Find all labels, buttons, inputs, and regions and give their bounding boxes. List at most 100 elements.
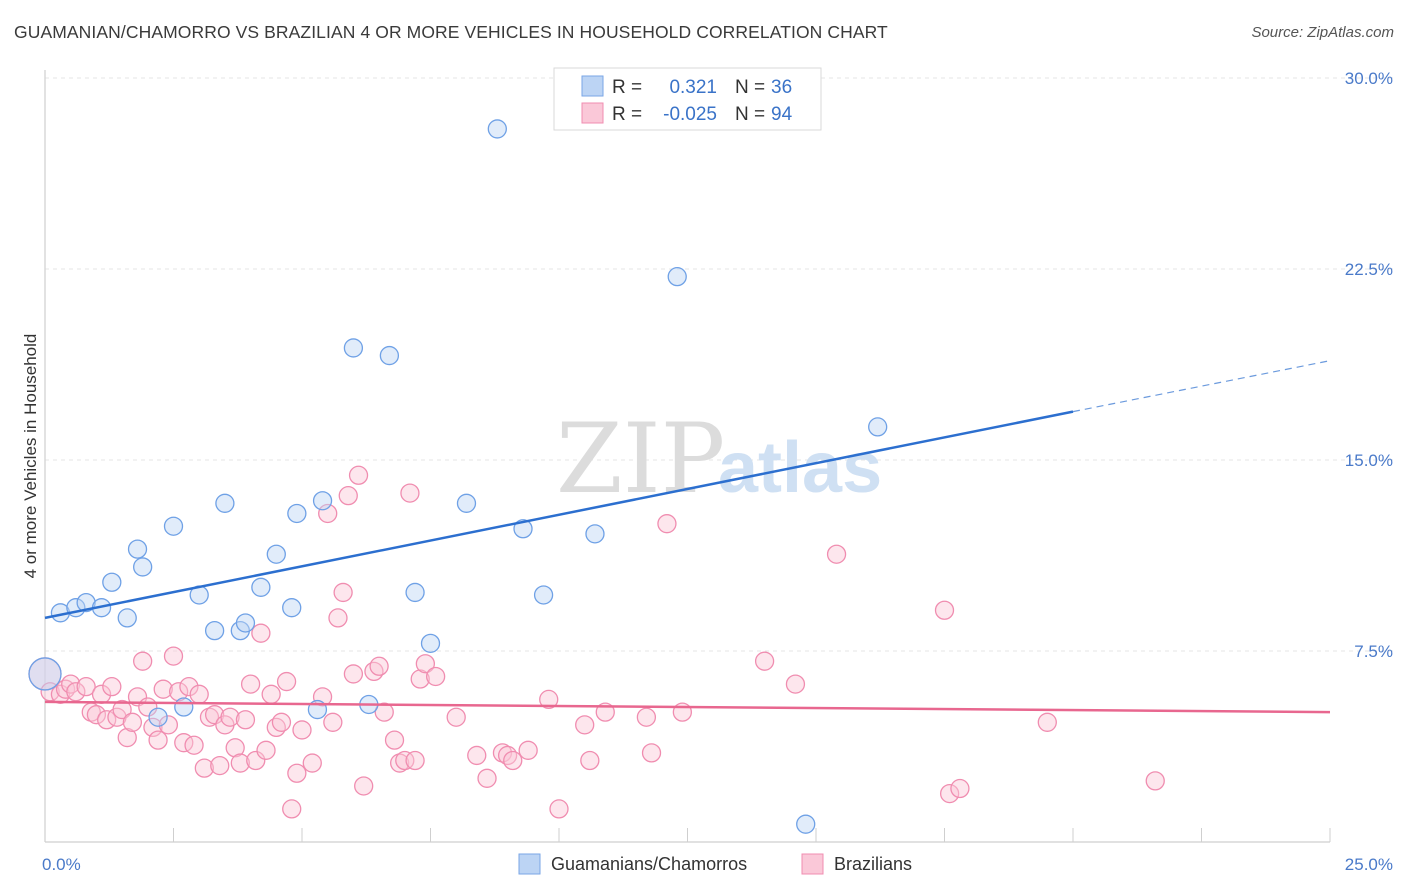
brazilians-point-26 — [179, 677, 199, 697]
brazilians-point-27 — [184, 735, 204, 755]
guamanians-point-32 — [585, 524, 605, 544]
brazilians-point-93 — [1145, 771, 1165, 791]
guamanians-point-5 — [102, 572, 122, 592]
legend-swatch-guam — [581, 75, 604, 97]
y-tick-label-0: 7.5% — [1354, 642, 1393, 661]
brazilians-point-82 — [636, 707, 657, 727]
brazilians-point-58 — [354, 776, 374, 796]
brazilians-point-62 — [384, 730, 405, 750]
brazilians-point-15 — [122, 712, 143, 732]
brazilians-point-63 — [390, 753, 410, 773]
trend-line-brazilians — [44, 700, 1331, 714]
brazilians-point-36 — [230, 753, 250, 773]
brazilians-point-40 — [251, 623, 271, 643]
brazilians-point-65 — [400, 483, 420, 503]
bottom-legend-label-guam: Guamanians/Chamorros — [551, 854, 747, 874]
guamanians-point-26 — [405, 582, 425, 603]
brazilians-point-32 — [210, 755, 230, 776]
brazilians-point-69 — [425, 666, 446, 687]
legend-r-label-guam: R = — [612, 77, 642, 98]
brazilians-point-67 — [410, 669, 430, 689]
guamanians-point-30 — [513, 519, 533, 539]
legend-r-value-guam: 0.321 — [669, 77, 717, 98]
brazilians-point-20 — [148, 730, 168, 750]
brazilians-point-22 — [158, 715, 179, 735]
brazilians-point-53 — [328, 608, 348, 628]
legend-n-label-guam: N = — [735, 77, 765, 98]
brazilians-point-6 — [76, 677, 96, 697]
brazilians-point-90 — [939, 783, 960, 804]
brazilians-point-79 — [575, 715, 595, 735]
brazilians-point-38 — [240, 674, 261, 694]
brazilians-point-24 — [168, 682, 189, 702]
series-guamanians — [28, 119, 888, 834]
brazilians-point-66 — [405, 750, 425, 771]
legend-n-label-braz: N = — [735, 104, 765, 125]
guamanians-point-0 — [28, 657, 62, 691]
guamanians-point-17 — [251, 577, 271, 597]
brazilians-point-11 — [102, 677, 122, 697]
brazilians-point-31 — [204, 705, 225, 725]
brazilians-point-75 — [503, 750, 523, 771]
brazilians-point-8 — [86, 705, 107, 725]
brazilians-point-87 — [785, 674, 806, 694]
brazilians-point-50 — [312, 687, 333, 707]
brazilians-point-19 — [143, 717, 163, 738]
brazilians-point-73 — [492, 743, 513, 763]
brazilians-point-78 — [549, 799, 569, 819]
brazilians-point-47 — [287, 763, 307, 783]
guamanians-point-18 — [266, 544, 286, 564]
brazilians-point-91 — [950, 778, 970, 799]
trend-lines — [44, 360, 1331, 714]
brazilians-point-52 — [323, 712, 343, 732]
brazilians-point-49 — [302, 753, 322, 773]
guamanians-point-13 — [204, 620, 225, 641]
guamanians-point-10 — [163, 516, 184, 536]
brazilians-point-89 — [934, 600, 955, 620]
brazilians-point-5 — [66, 682, 86, 702]
guamanians-point-34 — [796, 814, 816, 834]
y-tick-label-3: 30.0% — [1345, 69, 1393, 88]
brazilians-point-60 — [369, 656, 389, 676]
guamanians-point-8 — [133, 557, 153, 577]
bottom-legend-swatch-braz — [801, 853, 824, 875]
brazilians-point-48 — [292, 720, 312, 740]
guamanians-point-33 — [667, 266, 687, 287]
brazilians-point-41 — [256, 740, 276, 760]
brazilians-point-29 — [194, 758, 214, 778]
brazilians-point-37 — [235, 710, 256, 730]
guamanians-point-11 — [174, 697, 194, 717]
guamanians-point-3 — [76, 592, 96, 613]
guamanians-point-19 — [282, 598, 302, 618]
brazilians-point-92 — [1037, 712, 1057, 732]
guamanians-point-27 — [420, 633, 441, 654]
brazilians-point-84 — [657, 514, 677, 534]
x-tick-label-max: 25.0% — [1345, 855, 1393, 874]
legend-n-value-guam: 36 — [771, 77, 792, 98]
guamanians-point-14 — [215, 493, 235, 513]
y-tick-labels: 7.5% 15.0% 22.5% 30.0% — [1345, 69, 1393, 661]
brazilians-point-68 — [415, 654, 436, 674]
brazilians-point-64 — [395, 750, 415, 771]
brazilians-point-86 — [754, 651, 775, 671]
guamanians-point-20 — [287, 503, 307, 524]
chart-source: Source: ZipAtlas.com — [1251, 24, 1394, 41]
bottom-legend-label-braz: Brazilians — [834, 854, 912, 874]
x-ticks — [44, 828, 1331, 842]
trend-line-guamanians-extension — [1072, 360, 1331, 413]
brazilians-point-46 — [282, 799, 302, 819]
brazilians-point-45 — [276, 671, 297, 692]
guamanians-point-7 — [127, 539, 148, 559]
brazilians-point-55 — [338, 486, 358, 506]
legend-r-label-braz: R = — [612, 104, 642, 125]
brazilians-point-30 — [199, 707, 220, 727]
brazilians-point-71 — [467, 745, 487, 766]
brazilians-point-70 — [446, 707, 466, 727]
guamanians-point-25 — [379, 345, 400, 366]
chart-title: GUAMANIAN/CHAMORRO VS BRAZILIAN 4 OR MOR… — [14, 22, 888, 42]
y-axis-label: 4 or more Vehicles in Household — [21, 334, 40, 579]
brazilians-point-39 — [246, 750, 266, 771]
watermark: ZIP atlas — [556, 403, 882, 515]
brazilians-point-34 — [220, 707, 240, 727]
